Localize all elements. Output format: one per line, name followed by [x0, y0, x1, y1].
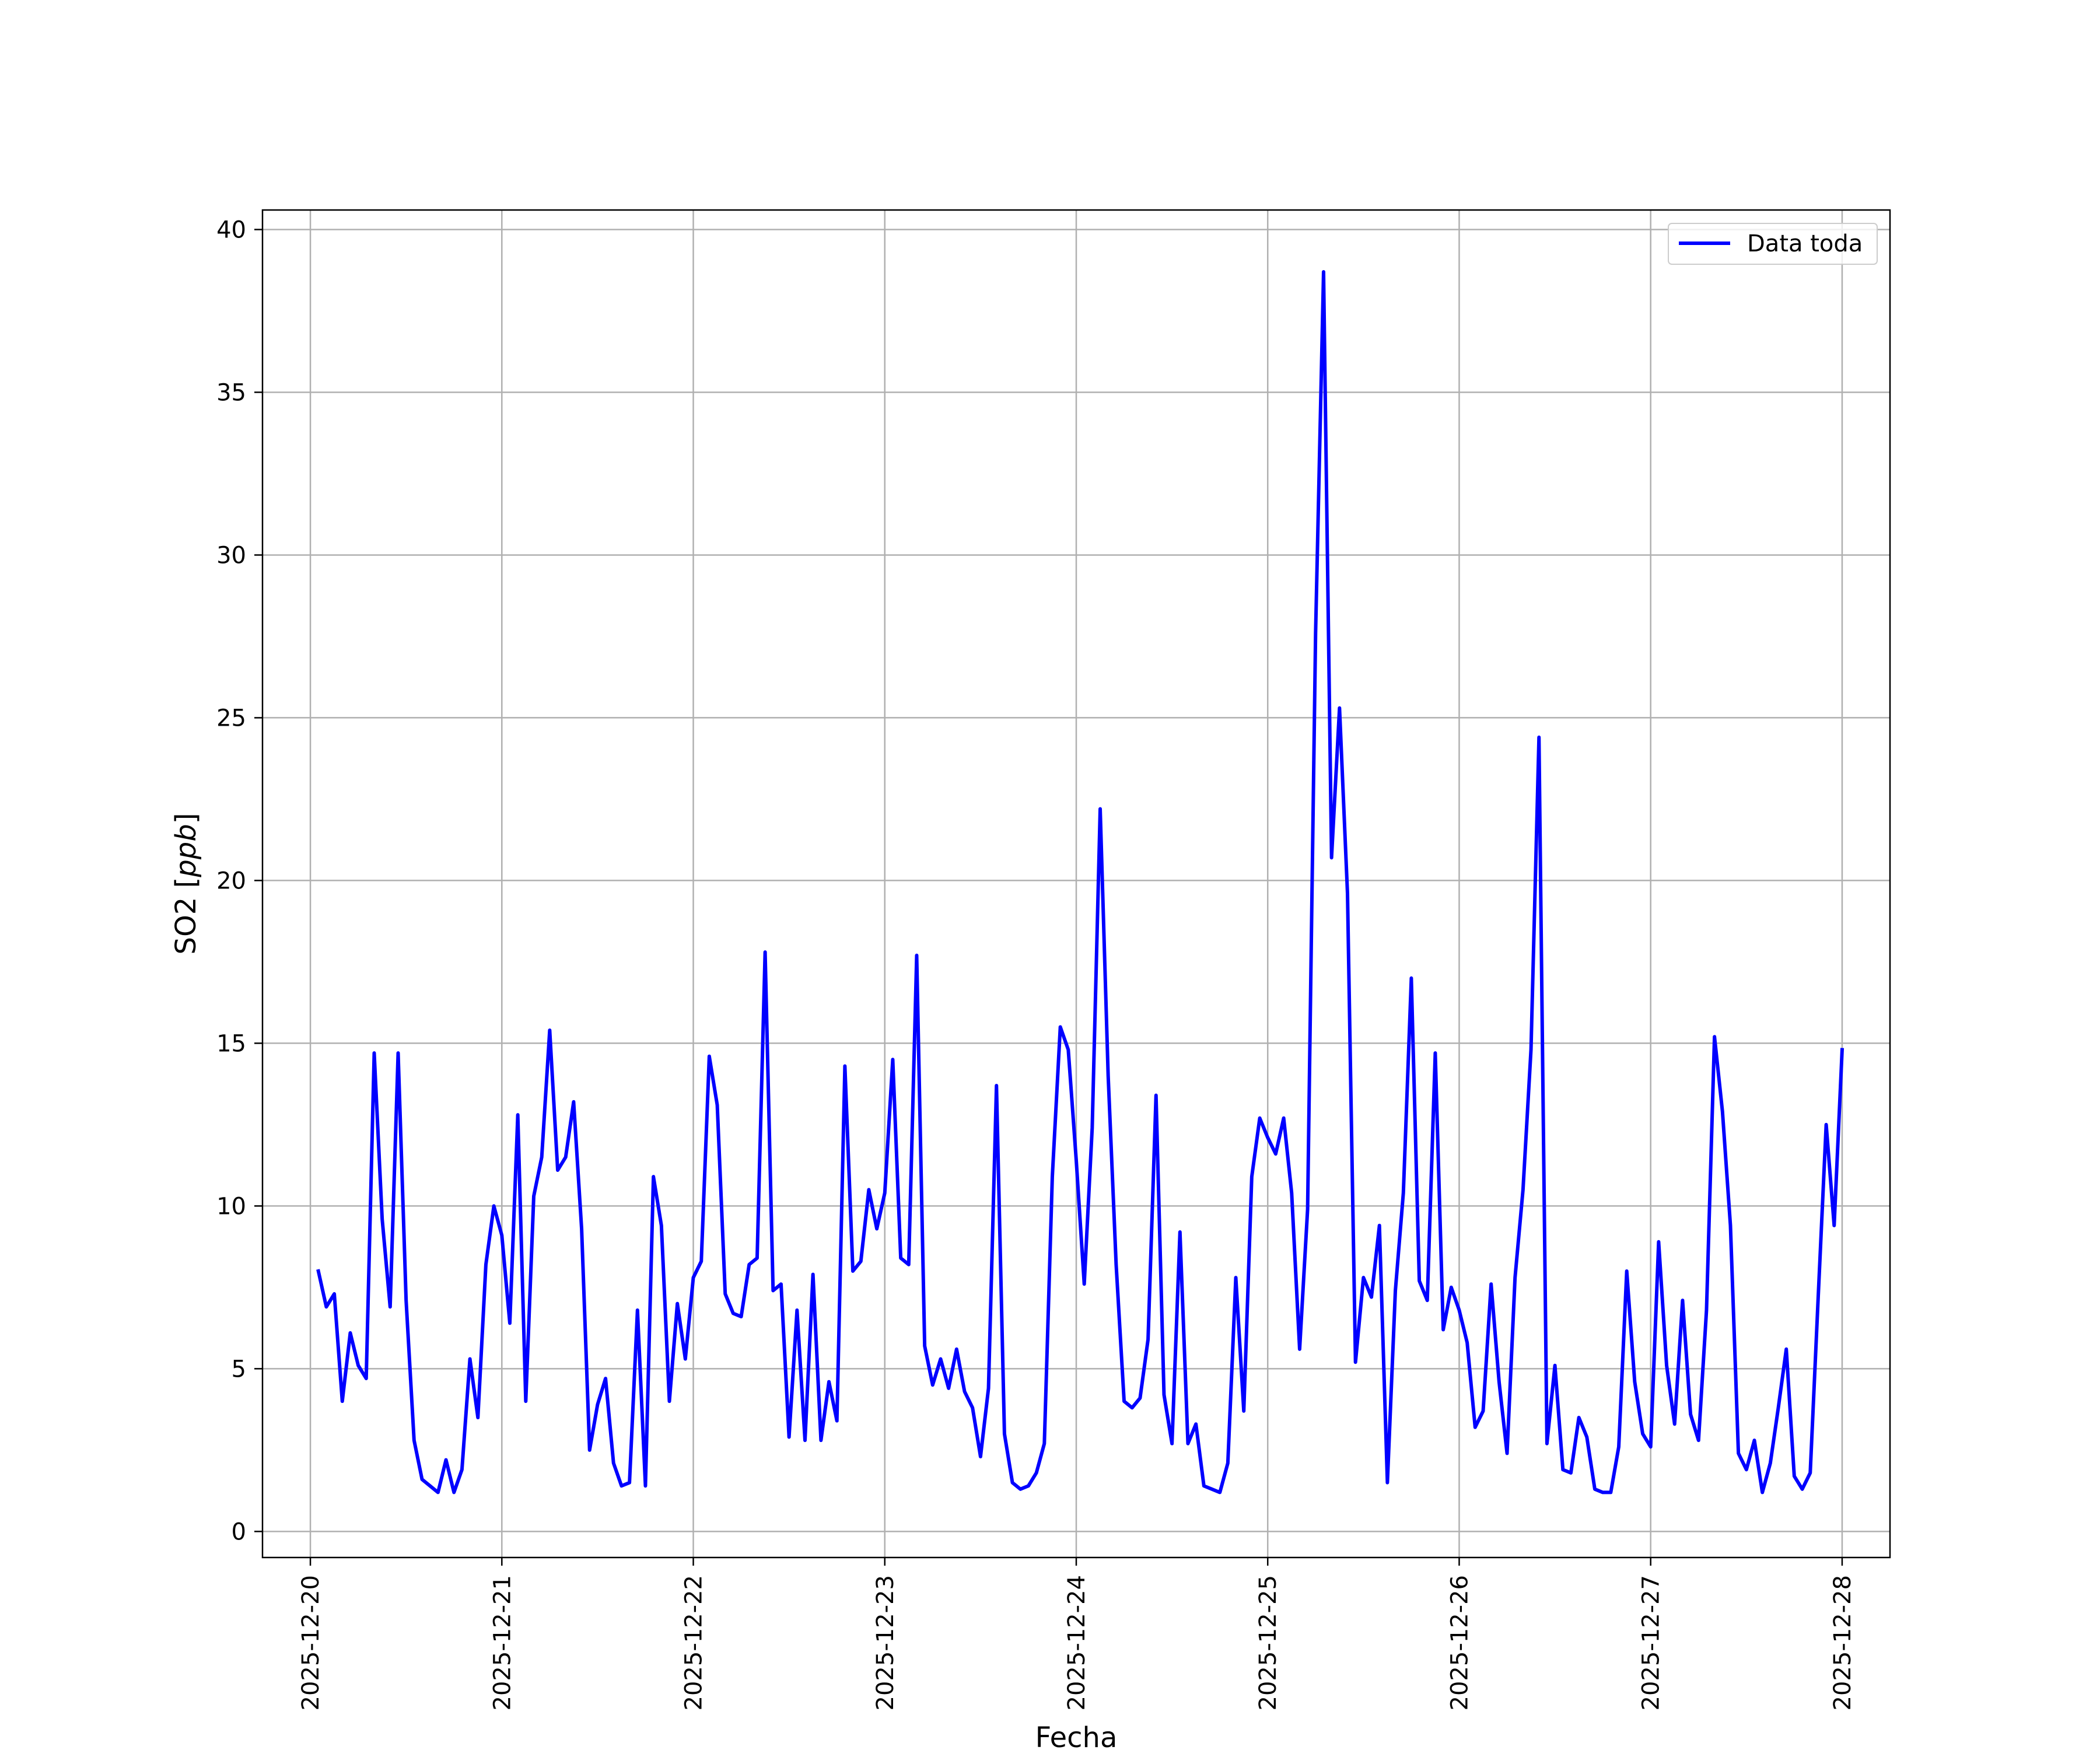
x-tick-label: 2025-12-24: [1063, 1575, 1090, 1710]
series-layer: [316, 270, 1845, 1494]
legend-label: Data toda: [1747, 230, 1863, 257]
x-axis-tick-labels: 2025-12-20 2025-12-21 2025-12-22 2025-12-23…: [298, 1575, 1856, 1710]
y-tick-label: 10: [216, 1193, 246, 1220]
y-tick-label: 0: [232, 1518, 246, 1545]
y-gridlines: [262, 229, 1890, 1532]
x-axis-ticks: [309, 1558, 1843, 1566]
y-tick-label: 15: [216, 1030, 246, 1057]
x-tick-label: 2025-12-25: [1255, 1575, 1282, 1710]
y-axis-label-end: ]: [170, 813, 202, 824]
y-tick-label: 5: [232, 1356, 246, 1382]
legend-box: [1668, 223, 1878, 265]
x-gridlines: [309, 210, 1843, 1558]
legend: Data toda: [1668, 223, 1878, 265]
y-axis-label-main: SO2 [: [170, 877, 202, 955]
y-axis-tick-labels: 0 5 10 15 20 25 30 35 40: [216, 216, 246, 1545]
x-tick-label: 2025-12-22: [681, 1575, 708, 1710]
series-line-data-toda: [316, 270, 1845, 1494]
y-tick-label: 25: [216, 705, 246, 732]
y-tick-label: 35: [216, 379, 246, 406]
x-tick-label: 2025-12-21: [489, 1575, 516, 1710]
x-tick-label: 2025-12-26: [1446, 1575, 1473, 1710]
y-tick-label: 40: [216, 216, 246, 243]
x-axis-label: Fecha: [1035, 1721, 1118, 1750]
y-axis-label-unit: ppb: [170, 824, 202, 877]
y-axis-ticks: [254, 229, 262, 1532]
x-tick-label: 2025-12-27: [1638, 1575, 1665, 1710]
x-tick-label: 2025-12-20: [298, 1575, 324, 1710]
x-tick-label: 2025-12-28: [1829, 1575, 1856, 1710]
y-tick-label: 20: [216, 867, 246, 894]
y-tick-label: 30: [216, 542, 246, 569]
x-tick-label: 2025-12-23: [872, 1575, 899, 1710]
y-axis-label: SO2 [ppb]: [170, 813, 202, 955]
